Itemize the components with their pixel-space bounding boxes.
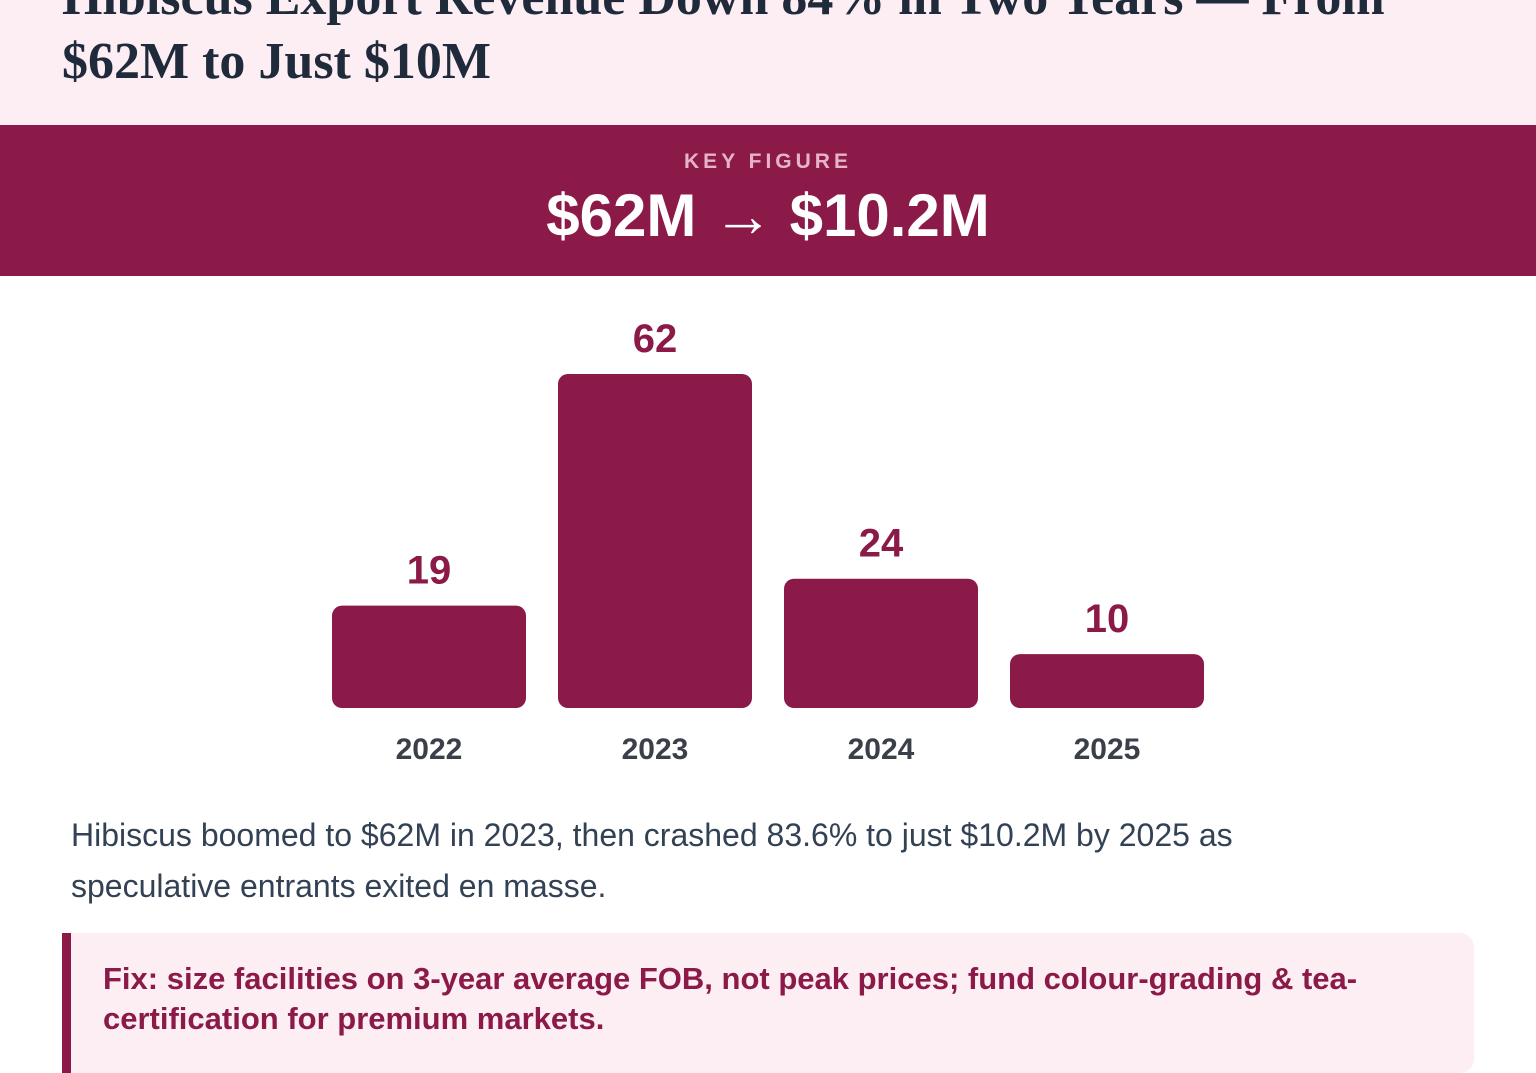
key-figure-value: $62M → $10.2M (546, 182, 990, 249)
category-label-2022: 2022 (396, 733, 463, 766)
category-label-2025: 2025 (1074, 733, 1141, 766)
category-label-2023: 2023 (622, 733, 689, 766)
bar-2024 (784, 578, 978, 708)
caption: Hibiscus boomed to $62M in 2023, then cr… (71, 817, 1233, 904)
headline: Hibiscus Export Revenue Down 84% in Two … (62, 0, 1385, 90)
key-figure-band (0, 125, 1536, 276)
bar-chart: 19 2022 62 2023 24 2024 10 2025 (332, 317, 1204, 766)
bar-2023 (558, 374, 752, 708)
key-figure-label: KEY FIGURE (684, 150, 852, 173)
value-label-2024: 24 (859, 522, 904, 566)
header: Hibiscus Export Revenue Down 84% in Two … (0, 0, 1536, 125)
bar-2022 (332, 605, 526, 708)
fix-callout-text: Fix: size facilities on 3-year average F… (103, 961, 1358, 1036)
bar-2025 (1010, 654, 1204, 708)
value-label-2022: 19 (407, 549, 452, 593)
category-label-2024: 2024 (848, 733, 915, 766)
value-label-2023: 62 (633, 317, 678, 361)
value-label-2025: 10 (1085, 597, 1130, 641)
fix-callout: Fix: size facilities on 3-year average F… (62, 933, 1474, 1073)
